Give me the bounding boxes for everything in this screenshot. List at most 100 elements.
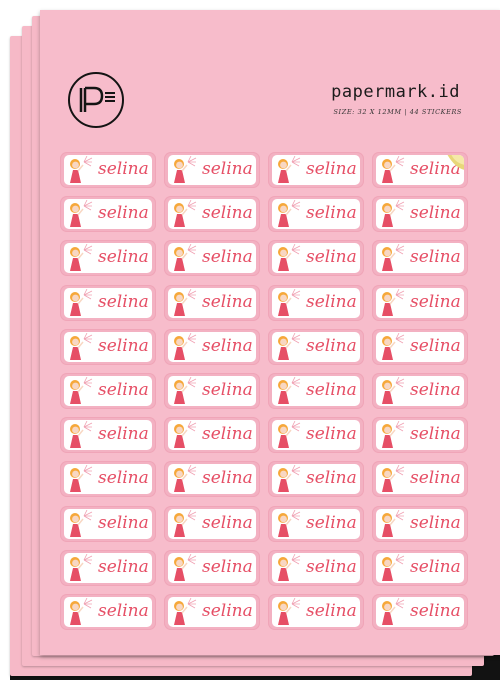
sticker-name-label: selina xyxy=(202,159,253,179)
princess-icon xyxy=(274,421,301,449)
sticker-slot: selina xyxy=(60,152,156,188)
name-sticker[interactable]: selina xyxy=(272,420,360,451)
sticker-name-label: selina xyxy=(202,335,253,356)
name-sticker[interactable]: selina xyxy=(64,199,152,230)
name-sticker[interactable]: selina xyxy=(64,331,152,362)
name-sticker[interactable]: selina xyxy=(168,376,256,406)
sticker-name-label: selina xyxy=(98,247,149,268)
name-sticker[interactable]: selina xyxy=(168,508,256,539)
name-sticker[interactable]: selina xyxy=(272,287,360,318)
name-sticker[interactable]: selina xyxy=(376,464,464,495)
sticker-name-label: selina xyxy=(410,291,461,312)
sticker-slot: selina xyxy=(372,373,468,409)
sticker-slot: selina xyxy=(60,461,156,498)
sticker-name-label: selina xyxy=(98,468,149,489)
sticker-slot: selina xyxy=(268,549,364,586)
name-sticker[interactable]: selina xyxy=(376,199,464,230)
name-sticker[interactable]: selina xyxy=(376,376,464,406)
sticker-name-label: selina xyxy=(98,203,149,224)
princess-icon xyxy=(66,421,93,449)
sticker-slot: selina xyxy=(60,417,156,454)
sticker-name-label: selina xyxy=(306,335,357,356)
name-sticker[interactable]: selina xyxy=(272,199,360,230)
sticker-slot: selina xyxy=(268,240,364,277)
name-sticker[interactable]: selina xyxy=(376,597,464,627)
name-sticker[interactable]: selina xyxy=(64,597,152,627)
name-sticker[interactable]: selina xyxy=(376,287,464,318)
sticker-slot: selina xyxy=(268,284,364,321)
name-sticker[interactable]: selina xyxy=(168,420,256,451)
sticker-slot: selina xyxy=(60,505,156,542)
princess-icon xyxy=(378,554,405,582)
sticker-slot: selina xyxy=(372,549,468,586)
sticker-slot: selina xyxy=(164,461,260,498)
sticker-name-label: selina xyxy=(410,335,461,356)
name-sticker[interactable]: selina xyxy=(64,552,152,583)
princess-icon xyxy=(274,333,301,361)
princess-icon xyxy=(274,289,301,317)
princess-icon xyxy=(378,200,405,228)
sticker-slot: selina xyxy=(164,240,260,277)
sticker-name-label: selina xyxy=(98,424,149,445)
princess-icon xyxy=(170,598,197,626)
name-sticker[interactable]: selina xyxy=(272,508,360,539)
sticker-name-label: selina xyxy=(202,556,253,577)
sticker-name-label: selina xyxy=(410,556,461,577)
name-sticker[interactable]: selina xyxy=(168,597,256,627)
sticker-name-label: selina xyxy=(410,424,461,445)
name-sticker[interactable]: selina xyxy=(64,155,152,185)
sticker-slot: selina xyxy=(268,505,364,542)
princess-icon xyxy=(66,465,93,493)
name-sticker[interactable]: selina xyxy=(376,155,464,185)
name-sticker[interactable]: selina xyxy=(376,552,464,583)
name-sticker[interactable]: selina xyxy=(168,287,256,318)
princess-icon xyxy=(274,598,301,626)
name-sticker[interactable]: selina xyxy=(272,376,360,406)
name-sticker[interactable]: selina xyxy=(64,243,152,274)
name-sticker[interactable]: selina xyxy=(376,243,464,274)
name-sticker[interactable]: selina xyxy=(168,155,256,185)
sticker-slot: selina xyxy=(60,284,156,321)
name-sticker[interactable]: selina xyxy=(272,464,360,495)
name-sticker[interactable]: selina xyxy=(272,597,360,627)
princess-icon xyxy=(378,465,405,493)
princess-icon xyxy=(170,377,197,405)
sticker-name-label: selina xyxy=(306,203,357,224)
name-sticker[interactable]: selina xyxy=(376,420,464,451)
sticker-name-label: selina xyxy=(98,380,149,400)
sticker-slot: selina xyxy=(372,417,468,454)
name-sticker[interactable]: selina xyxy=(64,464,152,495)
princess-icon xyxy=(170,289,197,317)
princess-icon xyxy=(378,421,405,449)
name-sticker[interactable]: selina xyxy=(168,199,256,230)
princess-icon xyxy=(66,244,93,272)
name-sticker[interactable]: selina xyxy=(168,331,256,362)
name-sticker[interactable]: selina xyxy=(64,376,152,406)
sticker-name-label: selina xyxy=(98,512,149,533)
princess-icon xyxy=(66,598,93,626)
name-sticker[interactable]: selina xyxy=(168,552,256,583)
sticker-name-label: selina xyxy=(410,468,461,489)
princess-icon xyxy=(170,156,197,184)
name-sticker[interactable]: selina xyxy=(64,508,152,539)
name-sticker[interactable]: selina xyxy=(272,331,360,362)
name-sticker[interactable]: selina xyxy=(168,464,256,495)
name-sticker[interactable]: selina xyxy=(272,155,360,185)
princess-icon xyxy=(378,244,405,272)
name-sticker[interactable]: selina xyxy=(376,508,464,539)
sticker-slot: selina xyxy=(268,152,364,188)
princess-icon xyxy=(274,554,301,582)
princess-icon xyxy=(66,377,93,405)
name-sticker[interactable]: selina xyxy=(272,243,360,274)
name-sticker[interactable]: selina xyxy=(168,243,256,274)
name-sticker[interactable]: selina xyxy=(376,331,464,362)
name-sticker[interactable]: selina xyxy=(64,420,152,451)
sticker-slot: selina xyxy=(164,373,260,409)
name-sticker[interactable]: selina xyxy=(64,287,152,318)
sticker-name-label: selina xyxy=(410,601,461,621)
name-sticker[interactable]: selina xyxy=(272,552,360,583)
princess-icon xyxy=(378,510,405,538)
sticker-name-label: selina xyxy=(306,601,357,621)
sticker-name-label: selina xyxy=(306,468,357,489)
sticker-slot: selina xyxy=(60,240,156,277)
